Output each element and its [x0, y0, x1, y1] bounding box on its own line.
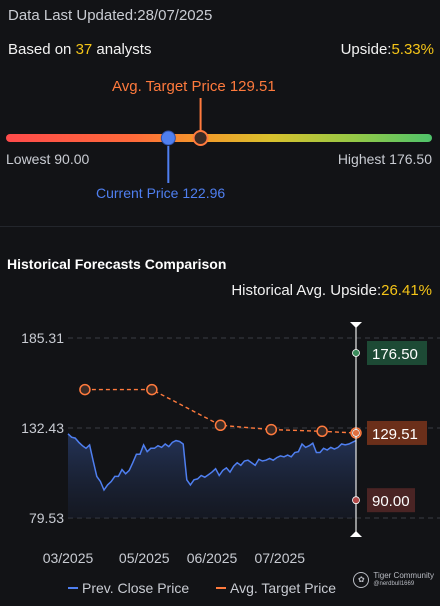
range-end-label-bg	[367, 420, 427, 445]
tiger-community-watermark: ✿ Tiger Community @nerdbull1669	[353, 571, 434, 588]
x-tick-label: 03/2025	[43, 550, 94, 566]
analyst-count: 37	[75, 41, 93, 58]
legend-avg-target-swatch	[216, 587, 226, 589]
data-updated-label: Data Last Updated:28/07/2025	[8, 7, 213, 24]
current-price-label: Current Price 122.96	[96, 185, 226, 201]
legend-prev-close-label: Prev. Close Price	[82, 580, 190, 596]
target-price-point	[316, 425, 328, 438]
range-end-dot	[352, 349, 360, 357]
range-end-label: 90.00	[372, 493, 410, 510]
brand-name: Tiger Community	[373, 571, 434, 580]
range-end-label-bg	[367, 340, 427, 365]
target-price-point	[265, 423, 278, 436]
legend-prev-close-swatch	[68, 587, 78, 589]
range-top-arrow-icon	[350, 322, 362, 328]
historical-upside-value: 26.41%	[381, 282, 432, 299]
upside-value: 5.33%	[391, 41, 434, 58]
target-price-point	[79, 383, 91, 396]
target-price-marker	[192, 130, 209, 146]
brand-handle: @nerdbull1669	[373, 581, 415, 587]
range-bottom-arrow-icon	[350, 531, 362, 537]
target-price-point	[146, 383, 158, 396]
historical-upside-text: Historical Avg. Upside:26.41%	[231, 282, 432, 299]
range-end-dot	[352, 496, 360, 505]
price-range-bar	[6, 134, 432, 142]
section-divider	[0, 226, 440, 227]
y-tick-label: 79.53	[29, 510, 64, 526]
range-end-label: 176.50	[372, 346, 418, 363]
lowest-price-label: Lowest 90.00	[6, 151, 90, 167]
highest-price-label: Highest 176.50	[337, 151, 432, 167]
tiger-logo-icon: ✿	[353, 571, 370, 588]
target-price-point	[214, 419, 227, 432]
close-price-line	[67, 433, 357, 492]
y-tick-label: 185.31	[21, 330, 64, 346]
analyst-count-text: Based on 37 analysts	[8, 41, 152, 58]
upside-text: Upside:5.33%	[340, 41, 434, 58]
x-tick-label: 07/2025	[254, 550, 305, 566]
historical-forecasts-title: Historical Forecasts Comparison	[7, 256, 227, 272]
current-price-marker	[160, 130, 176, 146]
x-tick-label: 05/2025	[119, 550, 170, 566]
avg-target-label: Avg. Target Price 129.51	[112, 78, 276, 95]
y-tick-label: 132.43	[21, 420, 64, 436]
analyst-summary-row: Based on 37 analysts Upside:5.33%	[8, 41, 434, 58]
close-price-area	[68, 433, 356, 518]
target-price-line	[84, 388, 357, 434]
range-end-label-bg	[367, 488, 415, 513]
x-tick-label: 06/2025	[187, 550, 238, 566]
range-end-dot	[352, 429, 360, 437]
legend-avg-target-label: Avg. Target Price	[230, 580, 337, 596]
range-end-label: 129.51	[372, 426, 418, 443]
legend-prev-close[interactable]: Prev. Close Price	[68, 580, 189, 596]
legend-avg-target[interactable]: Avg. Target Price	[216, 580, 336, 596]
